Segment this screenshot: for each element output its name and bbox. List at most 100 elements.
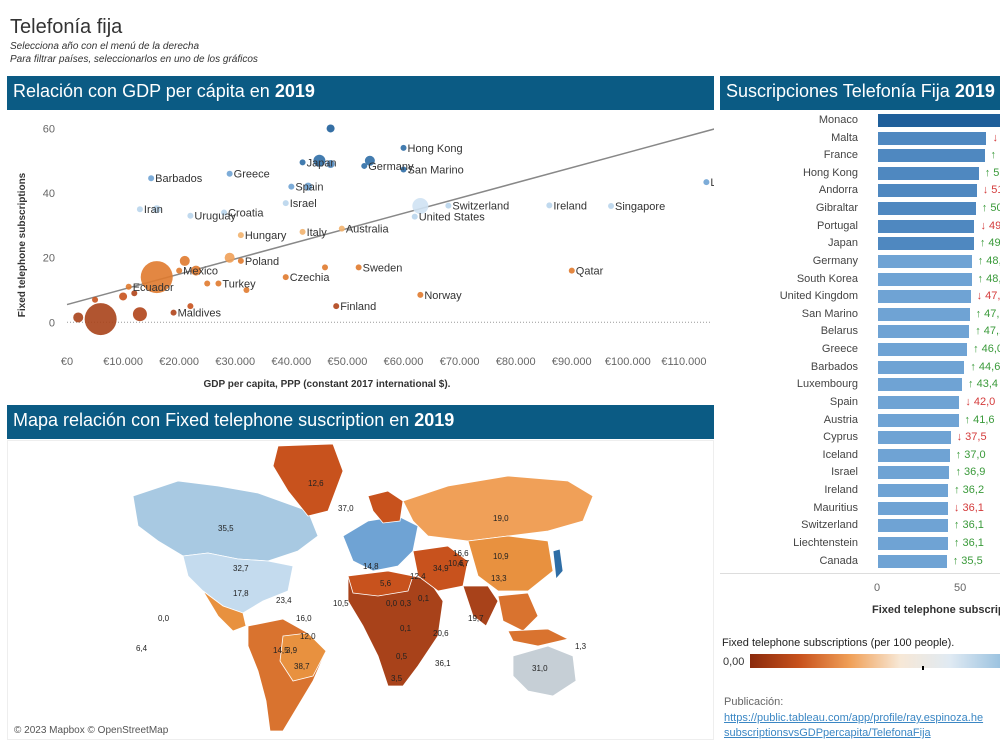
ranking-bar[interactable] <box>878 501 948 515</box>
map-region-japan[interactable] <box>552 548 564 580</box>
ranking-row[interactable]: Malta ↓ <box>720 130 1000 148</box>
map-region-india[interactable] <box>462 585 499 627</box>
ranking-bar[interactable] <box>878 431 951 445</box>
scatter-bubble[interactable] <box>179 255 190 266</box>
scatter-point[interactable] <box>282 200 289 207</box>
ranking-bar[interactable] <box>878 536 948 550</box>
scatter-bubble[interactable] <box>364 155 375 166</box>
legend-gradient[interactable] <box>750 654 1000 668</box>
ranking-row[interactable]: Gibraltar ↑ 50, <box>720 200 1000 218</box>
scatter-point[interactable] <box>608 203 615 209</box>
scatter-point[interactable] <box>215 280 222 287</box>
scatter-point[interactable] <box>355 264 362 271</box>
ranking-row[interactable]: Ireland ↑ 36,2 <box>720 482 1000 500</box>
scatter-bubble[interactable] <box>73 312 84 323</box>
scatter-bubble[interactable] <box>326 124 335 133</box>
ranking-bar[interactable] <box>878 307 970 321</box>
map-region-greenland[interactable] <box>272 443 344 517</box>
scatter-point[interactable] <box>237 257 244 264</box>
scatter-point[interactable] <box>338 225 345 232</box>
ranking-bar[interactable] <box>878 378 963 392</box>
ranking-row[interactable]: Hong Kong ↑ 5 <box>720 165 1000 183</box>
map-region-canada[interactable] <box>132 480 319 562</box>
ranking-row[interactable]: Spain ↓ 42,0 <box>720 394 1000 412</box>
map-region-russia[interactable] <box>402 475 594 542</box>
ranking-bar[interactable] <box>878 448 950 462</box>
scatter-point[interactable] <box>361 162 368 169</box>
ranking-bar[interactable] <box>878 360 965 374</box>
scatter-bubble[interactable] <box>224 252 235 263</box>
ranking-bar[interactable] <box>878 131 987 145</box>
ranking-bar[interactable] <box>878 254 972 268</box>
ranking-bar[interactable] <box>878 343 968 357</box>
ranking-row[interactable]: Monaco <box>720 112 1000 130</box>
map-region-north-africa[interactable] <box>347 570 414 597</box>
map-region-china[interactable] <box>467 535 554 592</box>
scatter-point[interactable] <box>333 303 340 310</box>
publication-link-line-1[interactable]: https://public.tableau.com/app/profile/r… <box>724 712 984 724</box>
ranking-row[interactable]: France ↑ <box>720 147 1000 165</box>
scatter-point[interactable] <box>411 213 418 220</box>
publication-link-line-2[interactable]: subscriptionsvsGDPpercapita/TelefonaFija <box>724 727 931 739</box>
ranking-bar[interactable] <box>878 114 1000 127</box>
scatter-chart[interactable]: 0 20 40 60 €0 €10.000 €20.000 €30.000 €40.000 €50… <box>7 110 714 400</box>
map-region-australia[interactable] <box>512 645 577 697</box>
scatter-point[interactable] <box>226 170 233 177</box>
ranking-bar[interactable] <box>878 184 977 198</box>
ranking-row[interactable]: Portugal ↓ 49, <box>720 218 1000 236</box>
ranking-row[interactable]: Canada ↑ 35,5 <box>720 553 1000 571</box>
scatter-bubble[interactable] <box>132 307 147 322</box>
map-region-brazil[interactable] <box>279 632 327 682</box>
scatter-bubble[interactable] <box>304 182 313 191</box>
scatter-bubble[interactable] <box>84 303 117 336</box>
map-region-europe[interactable] <box>342 515 419 572</box>
ranking-row[interactable]: Belarus ↑ 47,1 <box>720 323 1000 341</box>
scatter-point[interactable] <box>288 183 295 190</box>
ranking-row[interactable]: Austria ↑ 41,6 <box>720 412 1000 430</box>
map-region-se-asia[interactable] <box>497 592 539 632</box>
ranking-bar[interactable] <box>878 554 947 568</box>
scatter-point[interactable] <box>299 159 306 166</box>
ranking-row[interactable]: San Marino ↑ 47,3 <box>720 306 1000 324</box>
scatter-point[interactable] <box>282 274 289 281</box>
map-region-indonesia[interactable] <box>507 628 570 647</box>
scatter-bubble[interactable] <box>152 205 161 214</box>
map-region-scandinavia[interactable] <box>367 490 404 524</box>
ranking-bar[interactable] <box>878 325 970 339</box>
ranking-bar[interactable] <box>878 272 972 286</box>
scatter-point[interactable] <box>136 206 143 213</box>
ranking-row[interactable]: Liechtenstein ↑ 36,1 <box>720 535 1000 553</box>
ranking-row[interactable]: Greece ↑ 46,0 <box>720 341 1000 359</box>
scatter-point[interactable] <box>417 291 424 298</box>
map-region-usa[interactable] <box>182 552 294 614</box>
ranking-bar[interactable] <box>878 166 979 180</box>
scatter-point[interactable] <box>176 267 183 274</box>
scatter-bubble[interactable] <box>131 290 138 297</box>
scatter-point[interactable] <box>546 202 553 209</box>
ranking-row[interactable]: Iceland ↑ 37,0 <box>720 447 1000 465</box>
scatter-point[interactable] <box>237 232 244 239</box>
ranking-bar[interactable] <box>878 202 976 216</box>
scatter-bubble[interactable] <box>412 198 429 214</box>
ranking-bar[interactable] <box>878 219 975 233</box>
ranking-bar[interactable] <box>878 395 960 409</box>
scatter-point[interactable] <box>400 144 407 151</box>
scatter-bubble[interactable] <box>204 280 211 287</box>
world-map[interactable]: 12,6 37,0 35,5 32,7 19,0 17,8 23,4 10,5 0,0 6,4 16… <box>7 440 714 740</box>
ranking-row[interactable]: United Kingdom ↓ 47,8 <box>720 288 1000 306</box>
ranking-row[interactable]: Mauritius ↓ 36,1 <box>720 500 1000 518</box>
ranking-bar[interactable] <box>878 466 950 480</box>
scatter-bubble[interactable] <box>140 261 173 294</box>
scatter-bubble[interactable] <box>119 292 128 301</box>
scatter-point[interactable] <box>568 267 575 274</box>
scatter-bubble[interactable] <box>313 154 326 167</box>
ranking-chart[interactable]: Monaco Malta ↓ France ↑ Hong Kong ↑ 5 Andorra… <box>720 112 1000 622</box>
scatter-point[interactable] <box>299 228 306 235</box>
scatter-bubble[interactable] <box>187 303 194 310</box>
scatter-point[interactable] <box>187 212 194 219</box>
scatter-point[interactable] <box>703 179 710 186</box>
ranking-row[interactable]: Luxembourg ↑ 43,4 <box>720 376 1000 394</box>
scatter-bubble[interactable] <box>92 296 99 303</box>
scatter-point[interactable] <box>445 202 452 209</box>
ranking-bar[interactable] <box>878 413 959 427</box>
